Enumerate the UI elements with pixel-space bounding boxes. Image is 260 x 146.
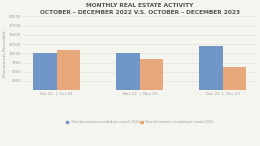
Bar (33, 53, 57, 90)
Bar (57, 50, 80, 90)
Bar (140, 59, 163, 90)
Bar (199, 46, 223, 90)
Title: MONTHLY REAL ESTATE ACTIVITY
OCTOBER – DECEMBER 2022 V.S. OCTOBER – DECEMBER 202: MONTHLY REAL ESTATE ACTIVITY OCTOBER – D… (40, 4, 240, 15)
Legend: Total documents recorded per month 2022, Total documents recorded per month 2023: Total documents recorded per month 2022,… (66, 120, 214, 124)
Y-axis label: Documents Recorded: Documents Recorded (3, 30, 8, 77)
Bar (223, 67, 246, 90)
Bar (116, 53, 140, 90)
